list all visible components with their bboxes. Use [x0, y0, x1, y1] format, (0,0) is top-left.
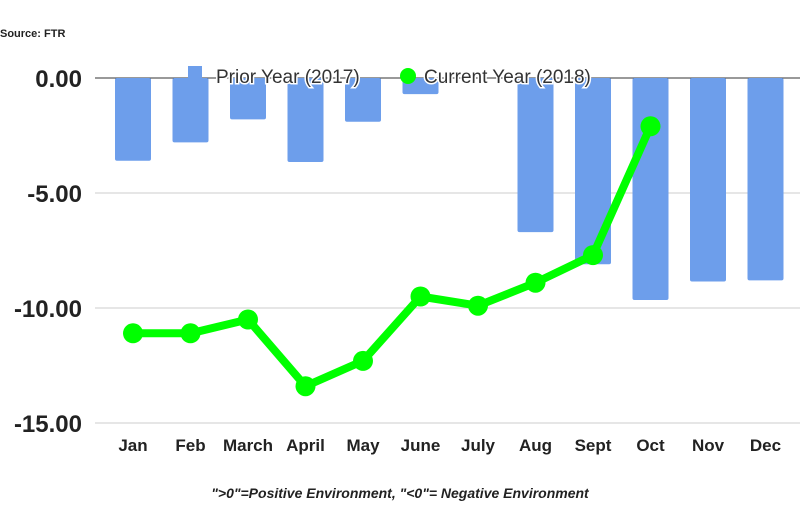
x-tick-label: Sept	[575, 436, 612, 455]
x-tick-label: July	[461, 436, 496, 455]
bar-jan	[115, 78, 151, 161]
bar-march	[230, 78, 266, 120]
x-tick-label: Nov	[692, 436, 725, 455]
point-march	[238, 309, 258, 330]
footnote: ">0"=Positive Environment, "<0"= Negativ…	[211, 485, 589, 501]
x-tick-label: Jan	[118, 436, 147, 455]
x-tick-label: March	[223, 436, 273, 455]
legend-label-prior: Prior Year (2017)	[216, 67, 360, 88]
point-june	[410, 286, 431, 307]
x-tick-label: June	[401, 436, 441, 455]
line-current-year	[133, 124, 655, 391]
point-july	[468, 295, 488, 316]
point-jan	[123, 323, 143, 344]
legend-swatch-prior	[188, 66, 202, 80]
point-feb	[180, 323, 201, 344]
point-aug	[525, 272, 546, 293]
y-tick-label: -10.00	[14, 296, 82, 323]
bar-dec	[747, 78, 784, 281]
point-april	[295, 376, 316, 397]
y-tick-label: 0.00	[35, 66, 82, 93]
point-sept	[583, 245, 603, 266]
bar-sept	[575, 78, 611, 265]
bar-may	[345, 78, 381, 122]
x-tick-label: Feb	[175, 436, 205, 455]
legend-swatch-current	[400, 68, 416, 84]
x-tick-label: Aug	[519, 436, 552, 455]
x-tick-label: Dec	[750, 436, 781, 455]
x-tick-label: April	[286, 436, 325, 455]
y-tick-label: -5.00	[27, 181, 82, 208]
bar-oct	[632, 78, 669, 300]
legend-label-current: Current Year (2018)	[424, 67, 591, 88]
x-tick-label: Oct	[636, 436, 665, 455]
source-note: Source: FTR	[0, 28, 66, 40]
bar-nov	[690, 78, 726, 282]
bar-aug	[517, 78, 554, 233]
x-tick-label: May	[346, 436, 380, 455]
point-may	[353, 350, 373, 371]
bar-feb	[172, 78, 209, 143]
chart: 0.00 -5.00 -10.00 -15.00 Jan Feb March April May…	[14, 66, 800, 455]
bar-april	[287, 78, 324, 162]
point-oct	[640, 116, 661, 137]
y-tick-label: -15.00	[14, 411, 82, 438]
